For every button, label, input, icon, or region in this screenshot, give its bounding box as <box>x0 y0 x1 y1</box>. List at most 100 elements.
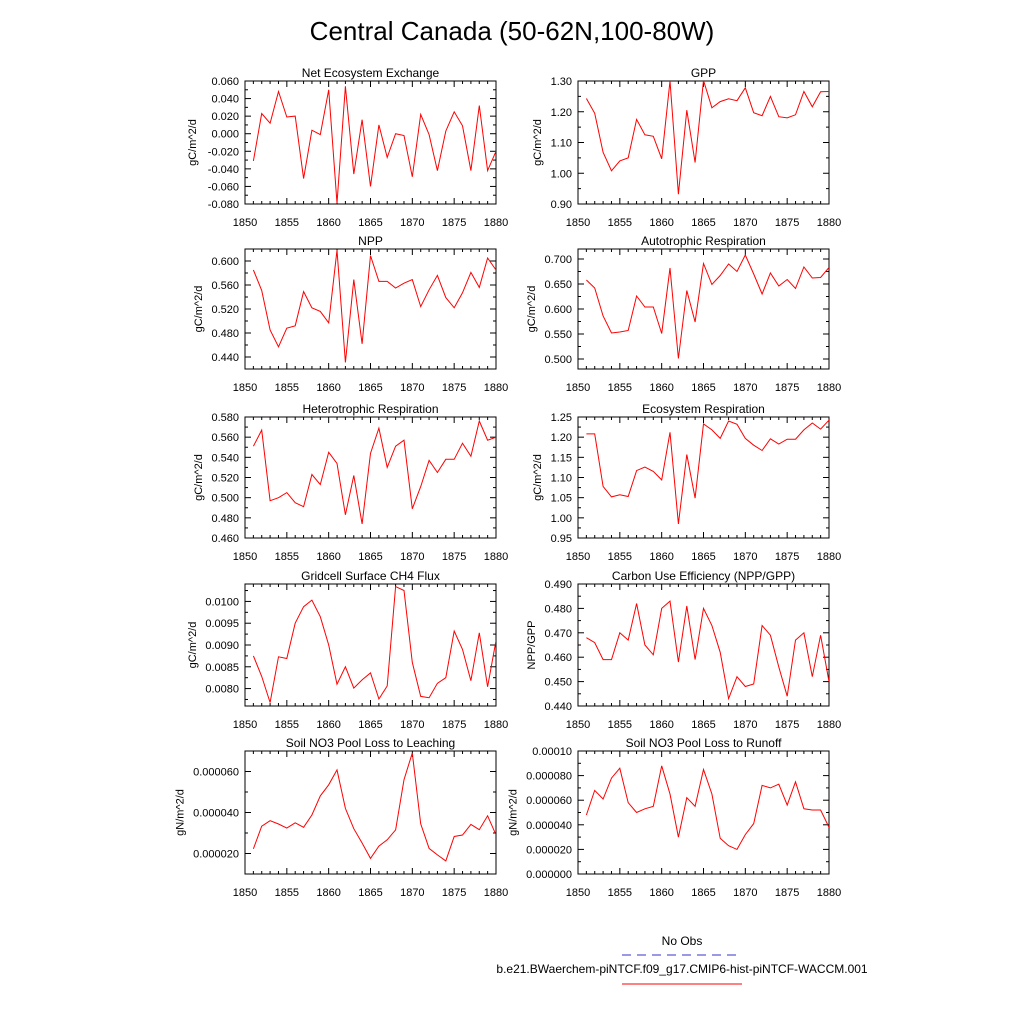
x-tick-label: 1860 <box>316 217 340 229</box>
y-tick-label: 1.25 <box>551 412 572 424</box>
panel-title: Autotrophic Respiration <box>641 234 766 248</box>
y-tick-label: 0.600 <box>211 256 239 268</box>
y-axis-label: gC/m^2/d <box>193 454 205 501</box>
plot-frame <box>244 750 497 875</box>
y-tick-label: 0.000040 <box>193 808 239 820</box>
x-tick-label: 1870 <box>733 719 757 731</box>
y-axis-label: gC/m^2/d <box>532 454 544 501</box>
x-tick-label: 1860 <box>649 887 673 899</box>
x-tick-label: 1860 <box>649 217 673 229</box>
x-tick-label: 1875 <box>442 719 466 731</box>
y-tick-label: 0.020 <box>211 111 239 123</box>
y-tick-label: 0.000 <box>211 129 239 141</box>
y-tick-label: 0.480 <box>211 328 239 340</box>
y-tick-label: 0.000060 <box>526 795 572 807</box>
y-tick-label: 0.00010 <box>532 746 572 758</box>
y-tick-label: 0.490 <box>544 579 572 591</box>
plot-frame <box>244 416 497 539</box>
x-tick-label: 1850 <box>233 217 257 229</box>
y-tick-label: 0.460 <box>211 533 239 545</box>
x-tick-label: 1880 <box>817 382 841 394</box>
panel-npp: NPP 1850 1855 1860 1865 1870 1875 1880 0.600 0.56… <box>193 234 508 394</box>
x-tick-label: 1865 <box>691 551 715 563</box>
x-tick-label: 1870 <box>733 217 757 229</box>
y-tick-label: 0.450 <box>544 677 572 689</box>
x-tick-label: 1855 <box>275 551 299 563</box>
x-tick-label: 1855 <box>608 887 632 899</box>
series-line <box>252 752 496 862</box>
x-tick-label: 1860 <box>316 382 340 394</box>
panel-ecosystem-respiration: Ecosystem Respiration 1850 1855 1860 1865 187… <box>532 402 841 563</box>
y-tick-label: -0.080 <box>208 199 239 211</box>
x-tick-label: 1855 <box>275 887 299 899</box>
series-line <box>586 419 829 524</box>
x-tick-label: 1870 <box>400 551 424 563</box>
y-tick-label: 0.0095 <box>205 618 239 630</box>
y-tick-label: 0.560 <box>211 280 239 292</box>
panel-title: Gridcell Surface CH4 Flux <box>301 569 440 583</box>
y-tick-label: 0.000040 <box>526 820 572 832</box>
panel-title: NPP <box>358 234 383 248</box>
panel-autotrophic-respiration: Autotrophic Respiration 1850 1855 1860 1865 1… <box>526 234 841 394</box>
x-tick-label: 1870 <box>400 217 424 229</box>
x-tick-label: 1860 <box>316 719 340 731</box>
x-tick-label: 1875 <box>775 887 799 899</box>
x-tick-label: 1880 <box>484 217 508 229</box>
y-axis-label: gC/m^2/d <box>532 119 544 166</box>
x-tick-label: 1855 <box>275 719 299 731</box>
y-axis-label: NPP/GPP <box>526 621 538 670</box>
x-tick-label: 1870 <box>733 551 757 563</box>
y-tick-label: 0.470 <box>544 628 572 640</box>
series-line <box>252 250 496 363</box>
y-axis-label: gN/m^2/d <box>507 789 519 836</box>
x-tick-label: 1865 <box>691 217 715 229</box>
y-tick-label: 0.060 <box>211 76 239 88</box>
x-tick-label: 1865 <box>358 551 382 563</box>
panel-soil-no3-pool-loss-to-leaching: Soil NO3 Pool Loss to Leaching 1850 1855 18… <box>174 736 508 899</box>
panel-title: Heterotrophic Respiration <box>302 402 438 416</box>
x-tick-label: 1850 <box>566 887 590 899</box>
y-tick-label: 1.05 <box>551 493 572 505</box>
y-tick-label: 1.30 <box>551 76 572 88</box>
plot-frame <box>577 416 830 539</box>
y-tick-label: 0.0090 <box>205 640 239 652</box>
x-tick-label: 1880 <box>484 551 508 563</box>
y-tick-label: 0.0100 <box>205 596 239 608</box>
panel-heterotrophic-respiration: Heterotrophic Respiration 1850 1855 1860 186… <box>193 402 508 563</box>
y-tick-label: 0.540 <box>211 452 239 464</box>
x-tick-label: 1850 <box>566 719 590 731</box>
y-tick-label: 0.500 <box>544 354 572 366</box>
legend: No Obs b.e21.BWaerchem-piNTCF.f09_g17.CM… <box>496 934 868 985</box>
y-tick-label: -0.060 <box>208 181 239 193</box>
y-tick-label: 1.00 <box>551 168 572 180</box>
plot-frame <box>244 248 497 370</box>
y-tick-label: 0.000080 <box>526 771 572 783</box>
y-tick-label: 0.000020 <box>526 844 572 856</box>
panel-soil-no3-pool-loss-to-runoff: Soil NO3 Pool Loss to Runoff 1850 1855 1860… <box>507 736 841 899</box>
x-tick-label: 1855 <box>608 382 632 394</box>
x-tick-label: 1850 <box>233 382 257 394</box>
plot-frame <box>577 80 830 205</box>
x-tick-label: 1875 <box>775 551 799 563</box>
y-tick-label: 0.000000 <box>526 869 572 881</box>
y-tick-label: 0.600 <box>544 304 572 316</box>
y-tick-label: 0.95 <box>551 533 572 545</box>
x-tick-label: 1880 <box>817 887 841 899</box>
y-axis-label: gC/m^2/d <box>187 622 199 669</box>
series-line <box>586 600 829 701</box>
y-tick-label: 0.520 <box>211 304 239 316</box>
y-tick-label: 0.000060 <box>193 767 239 779</box>
panel-title: Ecosystem Respiration <box>642 402 765 416</box>
x-tick-label: 1880 <box>484 719 508 731</box>
y-axis-label: gC/m^2/d <box>187 119 199 166</box>
x-tick-label: 1855 <box>275 217 299 229</box>
panel-title: Net Ecosystem Exchange <box>302 66 440 80</box>
y-tick-label: 0.580 <box>211 412 239 424</box>
x-tick-label: 1860 <box>649 719 673 731</box>
x-tick-label: 1860 <box>649 551 673 563</box>
panel-gridcell-surface-ch4-flux: Gridcell Surface CH4 Flux 1850 1855 1860 186… <box>187 569 508 731</box>
x-tick-label: 1880 <box>817 551 841 563</box>
y-tick-label: -0.040 <box>208 164 239 176</box>
panel-gpp: GPP 1850 1855 1860 1865 1870 1875 1880 1.30 1.20 1… <box>532 66 841 229</box>
